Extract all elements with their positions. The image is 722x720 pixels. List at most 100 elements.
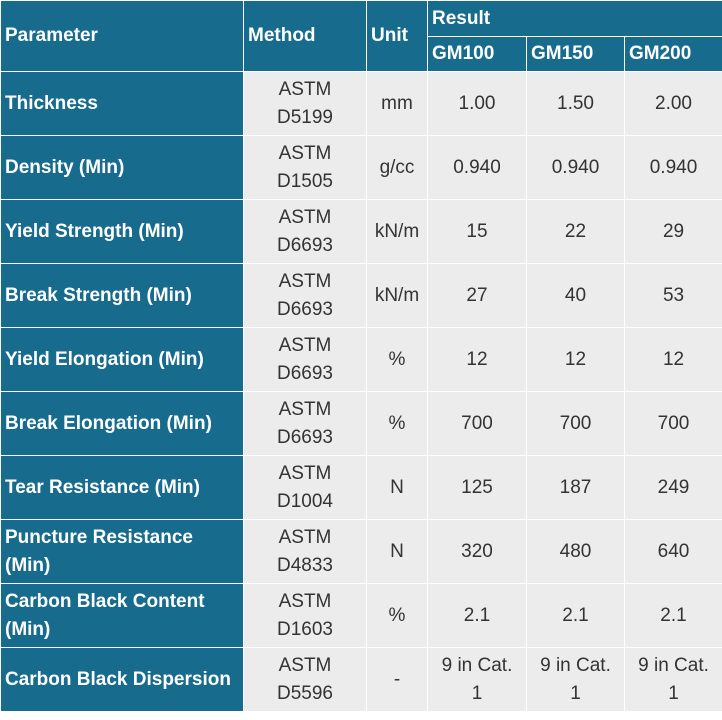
parameter-cell: Tear Resistance (Min) <box>0 455 244 520</box>
cell-text: 9 in Cat. 1 <box>638 654 709 704</box>
parameter-cell: Break Strength (Min) <box>0 263 244 328</box>
table-row: Yield Strength (Min) ASTM D6693 kN/m 15 22 29 <box>0 199 722 264</box>
table-row: Tear Resistance (Min) ASTM D1004 N 125 187 24… <box>0 455 722 520</box>
parameter-cell: Density (Min) <box>0 135 244 200</box>
cell-text: 12 <box>564 348 587 370</box>
value-cell: ASTM D5596 <box>243 647 367 712</box>
parameter-cell: Yield Strength (Min) <box>0 199 244 264</box>
value-cell: 29 <box>623 199 722 264</box>
value-cell: ASTM D6693 <box>243 391 367 456</box>
value-cell: % <box>366 583 428 648</box>
value-cell: 700 <box>526 391 625 456</box>
table-row: Carbon Black Content (Min) ASTM D1603% 2.1… <box>0 583 722 648</box>
value-cell: g/cc <box>366 135 428 200</box>
cell-text: ASTM D6693 <box>277 398 333 448</box>
value-cell: 12 <box>623 327 722 392</box>
value-cell: 40 <box>526 263 625 328</box>
value-cell: 700 <box>427 391 527 456</box>
cell-text: 0.940 <box>649 156 698 178</box>
value-cell: 27 <box>427 263 527 328</box>
cell-text: ASTM D5596 <box>277 654 333 704</box>
table-row: Puncture Resistance (Min) ASTM D4833 N 320 4… <box>0 519 722 584</box>
cell-text: 9 in Cat. 1 <box>540 654 611 704</box>
value-cell: 480 <box>526 519 625 584</box>
header-cell: Method <box>243 0 367 72</box>
cell-text: 480 <box>559 540 592 562</box>
cell-text: 40 <box>564 284 587 306</box>
value-cell: 2.1 <box>526 583 625 648</box>
table-row: Density (Min) ASTM D1505 g/cc 0.940 0.940 0.9… <box>0 135 722 200</box>
value-cell: 15 <box>427 199 527 264</box>
cell-text: 249 <box>657 476 690 498</box>
value-cell: 9 in Cat. 1 <box>623 647 722 712</box>
value-cell: ASTM D6693 <box>243 327 367 392</box>
table-row: Thickness ASTM D5199 mm 1.00 1.50 2.00 <box>0 71 722 136</box>
value-cell: 22 <box>526 199 625 264</box>
table-row: Break Elongation (Min) ASTM D6693% 700 700 7… <box>0 391 722 456</box>
value-cell: 12 <box>427 327 527 392</box>
value-cell: 0.940 <box>526 135 625 200</box>
cell-text: 53 <box>662 284 685 306</box>
parameter-cell: Puncture Resistance (Min) <box>0 519 244 584</box>
value-cell: 1.00 <box>427 71 527 136</box>
cell-text: 0.940 <box>453 156 501 178</box>
value-cell: 1.50 <box>526 71 625 136</box>
value-cell: 9 in Cat. 1 <box>526 647 625 712</box>
cell-text: 125 <box>461 476 493 498</box>
value-cell: 0.940 <box>427 135 527 200</box>
cell-text: 0.940 <box>551 156 600 178</box>
cell-text: 2.1 <box>660 604 687 626</box>
parameter-cell: Yield Elongation (Min) <box>0 327 244 392</box>
header-cell: Result <box>426 0 722 37</box>
cell-text: 15 <box>466 220 488 242</box>
cell-text: ASTM D1505 <box>277 142 333 192</box>
value-cell: kN/m <box>366 199 428 264</box>
parameter-cell: Break Elongation (Min) <box>0 391 244 456</box>
value-cell: N <box>366 519 428 584</box>
cell-text: 700 <box>657 412 690 434</box>
value-cell: 2.1 <box>427 583 527 648</box>
table-row: Carbon Black Dispersion ASTM D5596-9 in C… <box>0 647 722 712</box>
cell-text: ASTM D6693 <box>277 270 333 320</box>
value-cell: ASTM D1603 <box>243 583 367 648</box>
header-cell: GM200 <box>623 36 722 72</box>
cell-text: ASTM D1603 <box>277 590 333 640</box>
cell-text: ASTM D4833 <box>277 526 333 576</box>
cell-text: 27 <box>466 284 488 306</box>
value-cell: 53 <box>623 263 722 328</box>
value-cell: 249 <box>623 455 722 520</box>
cell-text: 12 <box>466 348 488 370</box>
cell-text: ASTM D1004 <box>277 462 333 512</box>
cell-text: 700 <box>559 412 592 434</box>
cell-text: 640 <box>657 540 690 562</box>
value-cell: 2.00 <box>623 71 722 136</box>
value-cell: 320 <box>427 519 527 584</box>
parameter-cell: Carbon Black Dispersion <box>0 647 244 712</box>
value-cell: 0.940 <box>623 135 722 200</box>
value-cell: % <box>366 391 428 456</box>
cell-text: 700 <box>461 412 493 434</box>
value-cell: mm <box>366 71 428 136</box>
parameter-cell: Thickness <box>0 71 244 136</box>
cell-text: 2.1 <box>562 604 589 626</box>
value-cell: 187 <box>526 455 625 520</box>
cell-text: 12 <box>662 348 685 370</box>
value-cell: - <box>366 647 428 712</box>
cell-text: 9 in Cat. 1 <box>441 654 513 704</box>
value-cell: ASTM D5199 <box>243 71 367 136</box>
header-cell: GM150 <box>526 36 625 72</box>
value-cell: ASTM D6693 <box>243 263 367 328</box>
cell-text: 29 <box>662 220 685 242</box>
cell-text: ASTM D6693 <box>277 206 333 256</box>
parameter-cell: Carbon Black Content (Min) <box>0 583 244 648</box>
value-cell: kN/m <box>366 263 428 328</box>
table-row: Yield Elongation (Min) ASTM D6693% 12 12 12 <box>0 327 722 392</box>
header-cell: Unit <box>366 0 428 72</box>
cell-text: ASTM D5199 <box>277 78 333 128</box>
value-cell: N <box>366 455 428 520</box>
cell-text: 2.1 <box>463 604 491 626</box>
value-cell: 640 <box>623 519 722 584</box>
value-cell: ASTM D4833 <box>243 519 367 584</box>
